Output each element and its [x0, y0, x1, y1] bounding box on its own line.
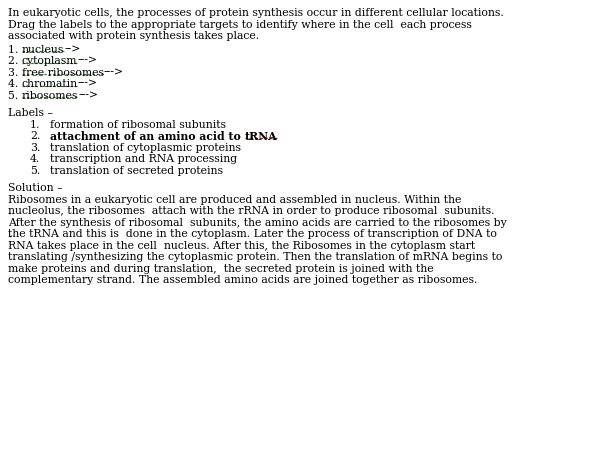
Text: tRNA: tRNA — [245, 131, 277, 142]
Text: Drag the labels to the appropriate targets to identify where in the cell  each p: Drag the labels to the appropriate targe… — [8, 20, 472, 30]
Text: 4.: 4. — [30, 154, 40, 164]
Text: 1.: 1. — [8, 45, 22, 54]
Text: translation of cytoplasmic proteins: translation of cytoplasmic proteins — [50, 143, 241, 152]
Text: --->: ---> — [78, 79, 98, 89]
Text: 4.: 4. — [8, 79, 22, 89]
Text: 5.: 5. — [30, 166, 40, 175]
Text: the tRNA and this is  done in the cytoplasm. Later the process of transcription : the tRNA and this is done in the cytopla… — [8, 229, 497, 239]
Text: 5.: 5. — [8, 91, 22, 100]
Text: Ribosomes in a eukaryotic cell are produced and assembled in nucleus. Within the: Ribosomes in a eukaryotic cell are produ… — [8, 195, 461, 204]
Text: ribosomes: ribosomes — [22, 91, 78, 100]
Text: free ribosomes: free ribosomes — [22, 68, 104, 77]
Text: -->: --> — [64, 45, 81, 54]
Text: Labels –: Labels – — [8, 108, 53, 118]
Text: translating /synthesizing the cytoplasmic protein. Then the translation of mRNA : translating /synthesizing the cytoplasmi… — [8, 252, 503, 262]
Text: --->: ---> — [78, 56, 97, 66]
Text: 3.: 3. — [8, 68, 22, 77]
Text: RNA takes place in the cell  nucleus. After this, the Ribosomes in the cytoplasm: RNA takes place in the cell nucleus. Aft… — [8, 241, 475, 250]
Text: Solution –: Solution – — [8, 183, 63, 193]
Text: 2.: 2. — [30, 131, 41, 141]
Text: complementary strand. The assembled amino acids are joined together as ribosomes: complementary strand. The assembled amin… — [8, 275, 477, 285]
Text: After the synthesis of ribosomal  subunits, the amino acids are carried to the r: After the synthesis of ribosomal subunit… — [8, 218, 507, 227]
Text: 2.: 2. — [8, 56, 22, 66]
Text: associated with protein synthesis takes place.: associated with protein synthesis takes … — [8, 31, 259, 41]
Text: 3.: 3. — [30, 143, 41, 152]
Text: attachment of an amino acid to: attachment of an amino acid to — [50, 131, 245, 142]
Text: make proteins and during translation,  the secreted protein is joined with the: make proteins and during translation, th… — [8, 264, 434, 273]
Text: 1.: 1. — [30, 120, 41, 129]
Text: translation of secreted proteins: translation of secreted proteins — [50, 166, 223, 175]
Text: formation of ribosomal subunits: formation of ribosomal subunits — [50, 120, 226, 129]
Text: In eukaryotic cells, the processes of protein synthesis occur in different cellu: In eukaryotic cells, the processes of pr… — [8, 8, 504, 18]
Text: chromatin: chromatin — [22, 79, 78, 89]
Text: transcription and RNA processing: transcription and RNA processing — [50, 154, 237, 164]
Text: --->: ---> — [78, 91, 98, 100]
Text: nucleus: nucleus — [22, 45, 64, 54]
Text: cytoplasm: cytoplasm — [22, 56, 78, 66]
Text: nucleolus, the ribosomes  attach with the rRNA in order to produce ribosomal  su: nucleolus, the ribosomes attach with the… — [8, 206, 495, 216]
Text: --->: ---> — [104, 68, 124, 77]
